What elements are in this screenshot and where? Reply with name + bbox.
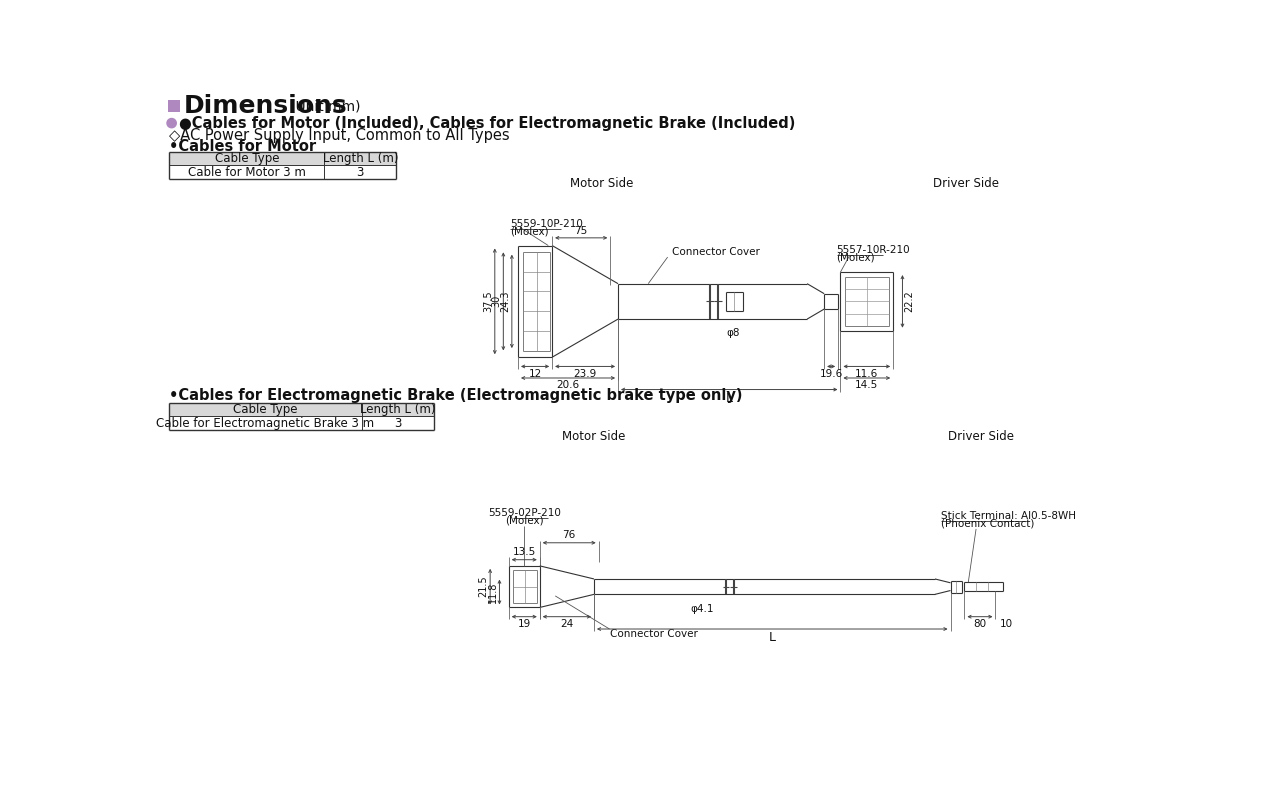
Bar — [169, 153, 397, 165]
Text: Cable for Motor 3 m: Cable for Motor 3 m — [188, 165, 306, 179]
Text: L: L — [769, 631, 776, 644]
Text: Cable Type: Cable Type — [233, 403, 298, 417]
Bar — [168, 100, 180, 112]
Text: •Cables for Electromagnetic Brake (Electromagnetic brake type only): •Cables for Electromagnetic Brake (Elect… — [169, 388, 742, 403]
Text: φ4.1: φ4.1 — [691, 603, 714, 614]
Text: 14.5: 14.5 — [855, 380, 878, 390]
Text: 37.5: 37.5 — [484, 290, 493, 312]
Text: 19: 19 — [517, 619, 531, 629]
Text: Length L (m): Length L (m) — [360, 403, 435, 417]
Text: (Phoenix Contact): (Phoenix Contact) — [941, 519, 1034, 529]
Text: 20.6: 20.6 — [557, 380, 580, 390]
Text: 11.8: 11.8 — [488, 581, 498, 603]
Text: (Molex): (Molex) — [837, 253, 876, 263]
Text: ●Cables for Motor (Included), Cables for Electromagnetic Brake (Included): ●Cables for Motor (Included), Cables for… — [179, 115, 796, 130]
Text: (Molex): (Molex) — [511, 227, 549, 236]
Bar — [169, 403, 434, 417]
Text: Dimensions: Dimensions — [183, 94, 347, 118]
Text: Driver Side: Driver Side — [948, 430, 1015, 443]
Text: 13.5: 13.5 — [512, 548, 536, 557]
Text: 12: 12 — [529, 369, 541, 378]
Circle shape — [166, 118, 177, 128]
Text: 24: 24 — [561, 619, 573, 629]
Text: 5559-10P-210: 5559-10P-210 — [511, 219, 584, 229]
Text: •Cables for Motor: •Cables for Motor — [169, 138, 316, 153]
Text: Connector Cover: Connector Cover — [609, 629, 698, 639]
Text: ◇AC Power Supply Input, Common to All Types: ◇AC Power Supply Input, Common to All Ty… — [169, 128, 509, 143]
Text: (Molex): (Molex) — [504, 516, 544, 525]
Text: Motor Side: Motor Side — [562, 430, 626, 443]
Text: 3: 3 — [394, 417, 401, 429]
Text: Stick Terminal: AI0.5-8WH: Stick Terminal: AI0.5-8WH — [941, 511, 1076, 522]
Text: 5559-02P-210: 5559-02P-210 — [488, 508, 561, 518]
Text: φ8: φ8 — [727, 328, 740, 339]
Text: Motor Side: Motor Side — [570, 177, 634, 191]
Text: 3: 3 — [357, 165, 364, 179]
Text: 75: 75 — [575, 226, 588, 235]
Text: 76: 76 — [563, 530, 576, 541]
Text: Connector Cover: Connector Cover — [672, 247, 759, 257]
Text: 30: 30 — [492, 295, 502, 308]
Text: 10: 10 — [1000, 619, 1012, 629]
Text: Cable for Electromagnetic Brake 3 m: Cable for Electromagnetic Brake 3 m — [156, 417, 375, 429]
Text: L: L — [726, 392, 732, 405]
Text: Length L (m): Length L (m) — [323, 153, 398, 165]
Text: 19.6: 19.6 — [819, 369, 842, 378]
Text: 23.9: 23.9 — [573, 369, 596, 378]
Text: 21.5: 21.5 — [479, 576, 489, 598]
Text: 80: 80 — [973, 619, 987, 629]
Text: 22.2: 22.2 — [904, 290, 914, 312]
Text: (Unit mm): (Unit mm) — [291, 99, 361, 113]
Text: 24.3: 24.3 — [500, 291, 511, 312]
Text: 11.6: 11.6 — [855, 369, 878, 378]
Text: Cable Type: Cable Type — [215, 153, 279, 165]
Text: 5557-10R-210: 5557-10R-210 — [837, 245, 910, 255]
Text: Driver Side: Driver Side — [933, 177, 998, 191]
